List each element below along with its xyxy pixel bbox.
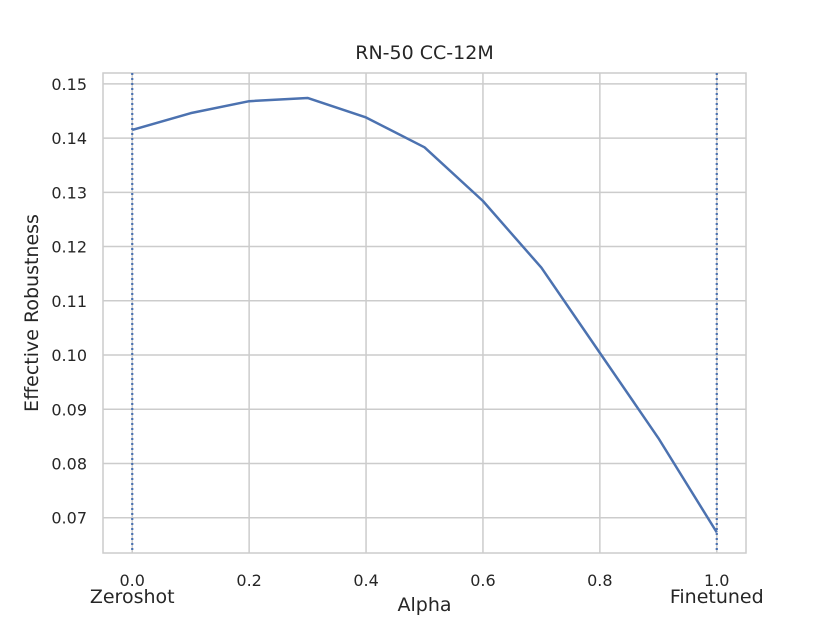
y-tick-label: 0.14 bbox=[51, 129, 87, 148]
x-tick-label: 0.8 bbox=[587, 571, 612, 590]
y-tick-label: 0.13 bbox=[51, 183, 87, 202]
y-tick-label: 0.10 bbox=[51, 346, 87, 365]
y-tick-label: 0.11 bbox=[51, 292, 87, 311]
grid-lines bbox=[103, 73, 746, 553]
x-tick-label: 0.2 bbox=[236, 571, 261, 590]
y-tick-label: 0.09 bbox=[51, 400, 87, 419]
y-tick-label: 0.07 bbox=[51, 509, 87, 528]
x-tick-label: 1.0 bbox=[704, 571, 729, 590]
reference-lines bbox=[131, 73, 718, 553]
y-tick-label: 0.15 bbox=[51, 75, 87, 94]
series-line bbox=[131, 96, 718, 534]
y-tick-labels: 0.07 0.08 0.09 0.10 0.11 0.12 0.13 0.14 0.15 bbox=[51, 75, 87, 528]
y-axis-title: Effective Robustness bbox=[21, 214, 43, 412]
x-tick-labels: 0.0 0.2 0.4 0.6 0.8 1.0 bbox=[120, 571, 730, 590]
x-axis-title: Alpha bbox=[397, 594, 451, 616]
y-tick-label: 0.12 bbox=[51, 238, 87, 257]
x-tick-label: 0.4 bbox=[353, 571, 378, 590]
reference-label-zeroshot: Zeroshot bbox=[90, 586, 175, 608]
x-tick-label: 0.0 bbox=[120, 571, 145, 590]
series-lines bbox=[131, 96, 718, 534]
y-tick-label: 0.08 bbox=[51, 455, 87, 474]
reference-line-labels: Zeroshot Finetuned bbox=[90, 586, 764, 608]
x-tick-label: 0.6 bbox=[470, 571, 495, 590]
chart-title: RN-50 CC-12M bbox=[355, 42, 493, 64]
plot-frame bbox=[102, 72, 747, 554]
reference-label-finetuned: Finetuned bbox=[670, 586, 764, 608]
